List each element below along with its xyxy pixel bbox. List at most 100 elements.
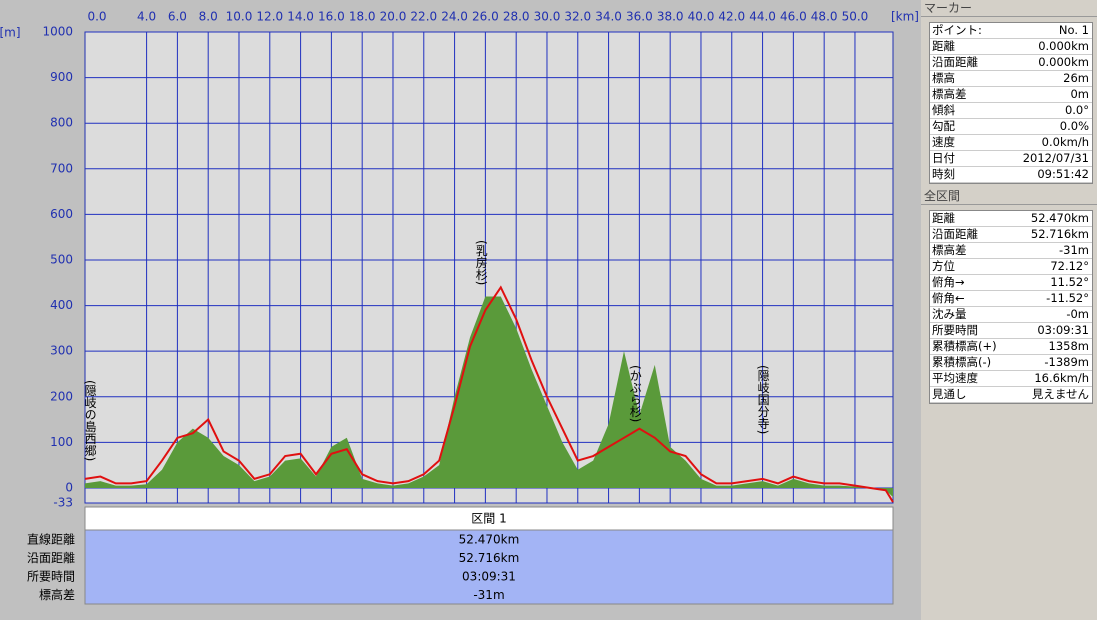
x-tick-label: 26.0 [472, 10, 499, 24]
info-value: 0.0° [1064, 103, 1089, 117]
annotation: (隠岐の島西郷) [83, 380, 97, 461]
info-value: 52.470km [1030, 211, 1089, 225]
x-tick-label: 28.0 [503, 10, 530, 24]
info-label: 方位 [932, 259, 955, 273]
annotation: (乳房杉) [474, 240, 488, 285]
chart: [km] [m] 区間 1 10009008007006005004003002… [0, 10, 919, 605]
info-row: 勾配 0.0% [930, 119, 1092, 135]
x-tick-label: 4.0 [137, 10, 156, 24]
marker-header: マーカー [921, 0, 1097, 17]
x-tick-label: 30.0 [534, 10, 561, 24]
x-tick-label: 36.0 [626, 10, 653, 24]
info-row: 俯角← -11.52° [930, 291, 1092, 307]
info-row: 平均速度 16.6km/h [930, 371, 1092, 387]
info-row: ポイント: No. 1 [930, 23, 1092, 39]
info-row: 累積標高(-) -1389m [930, 355, 1092, 371]
info-label: 標高差 [932, 243, 967, 257]
x-tick-label: 32.0 [564, 10, 591, 24]
x-tick-label: 18.0 [349, 10, 376, 24]
info-label: 平均速度 [932, 371, 978, 385]
info-value: 2012/07/31 [1022, 151, 1089, 165]
y-tick-label: 400 [50, 298, 73, 312]
y-tick-label: 900 [50, 70, 73, 84]
info-row: 沈み量 -0m [930, 307, 1092, 323]
info-value: 見えません [1031, 387, 1089, 401]
section-value: 52.716km [459, 551, 520, 565]
info-label: 累積標高(-) [932, 355, 992, 369]
info-label: 沿面距離 [932, 55, 978, 69]
info-label: 勾配 [932, 119, 955, 133]
section-title: 区間 1 [471, 512, 506, 526]
y-tick-label: 0 [65, 480, 73, 494]
info-label: 沿面距離 [932, 227, 978, 241]
y-tick-label: 500 [50, 252, 73, 266]
x-tick-label: 12.0 [256, 10, 283, 24]
x-tick-label: 38.0 [657, 10, 684, 24]
info-value: -1389m [1044, 355, 1089, 369]
info-value: 0.000km [1038, 55, 1089, 69]
section-value: 52.470km [459, 533, 520, 547]
info-row: 累積標高(+) 1358m [930, 339, 1092, 355]
x-tick-label: 24.0 [441, 10, 468, 24]
info-row: 時刻 09:51:42 [930, 167, 1092, 183]
x-tick-label: 20.0 [380, 10, 407, 24]
info-row: 速度 0.0km/h [930, 135, 1092, 151]
info-label: 沈み量 [932, 307, 967, 321]
info-row: 日付 2012/07/31 [930, 151, 1092, 167]
elevation-line [84, 285, 894, 503]
x-tick-label: 6.0 [168, 10, 187, 24]
x-tick-label: 16.0 [318, 10, 345, 24]
info-value: 72.12° [1050, 259, 1089, 273]
elevation-area [85, 296, 893, 498]
side-panel: マーカー ポイント: No. 1 距離 0.000km 沿面距離 0.000km 標高 26m… [921, 0, 1097, 620]
y-unit: [m] [0, 26, 21, 40]
info-value: 0m [1070, 87, 1089, 101]
x-tick-label: 34.0 [595, 10, 622, 24]
x-tick-label: 44.0 [749, 10, 776, 24]
info-row: 標高 26m [930, 71, 1092, 87]
info-value: 03:09:31 [1037, 323, 1089, 337]
info-row: 見通し 見えません [930, 387, 1092, 403]
info-label: 俯角← [932, 291, 965, 305]
info-row: 傾斜 0.0° [930, 103, 1092, 119]
total-header: 全区間 [921, 188, 1097, 205]
info-row: 所要時間 03:09:31 [930, 323, 1092, 339]
info-row: 標高差 0m [930, 87, 1092, 103]
info-row: 距離 0.000km [930, 39, 1092, 55]
y-tick-label: 600 [50, 207, 73, 221]
section-label: 標高差 [39, 587, 75, 602]
total-table: 距離 52.470km 沿面距離 52.716km 標高差 -31m 方位 72.12° 俯角→… [929, 210, 1093, 404]
section-label: 所要時間 [27, 570, 75, 584]
info-label: 距離 [932, 211, 955, 225]
info-label: 速度 [932, 135, 955, 149]
y-tick-label: -33 [53, 496, 73, 510]
info-label: 時刻 [932, 167, 955, 181]
info-value: 0.000km [1038, 39, 1089, 53]
info-value: -0m [1066, 307, 1089, 321]
x-tick-label: 10.0 [226, 10, 253, 24]
info-label: 日付 [932, 151, 955, 165]
info-label: 見通し [932, 387, 967, 401]
info-value: 52.716km [1030, 227, 1089, 241]
info-value: -31m [1059, 243, 1089, 257]
x-tick-label: 0.0 [87, 10, 106, 24]
info-value: 0.0% [1059, 119, 1089, 133]
info-row: 距離 52.470km [930, 211, 1092, 227]
info-row: 沿面距離 0.000km [930, 55, 1092, 71]
annotation: (かぶら杉) [628, 365, 642, 422]
x-tick-label: 8.0 [199, 10, 218, 24]
info-label: 所要時間 [932, 323, 978, 337]
section-body [84, 529, 894, 605]
info-row: 沿面距離 52.716km [930, 227, 1092, 243]
x-tick-label: 40.0 [688, 10, 715, 24]
x-tick-label: 14.0 [287, 10, 314, 24]
section-label: 直線距離 [27, 532, 75, 547]
x-tick-label: 22.0 [410, 10, 437, 24]
section-value: 03:09:31 [462, 570, 516, 584]
marker-table: ポイント: No. 1 距離 0.000km 沿面距離 0.000km 標高 26m 標高差 0m… [929, 22, 1093, 184]
y-tick-label: 1000 [42, 25, 73, 39]
info-value: 16.6km/h [1034, 371, 1089, 385]
info-value: 09:51:42 [1037, 167, 1089, 181]
y-tick-label: 700 [50, 161, 73, 175]
